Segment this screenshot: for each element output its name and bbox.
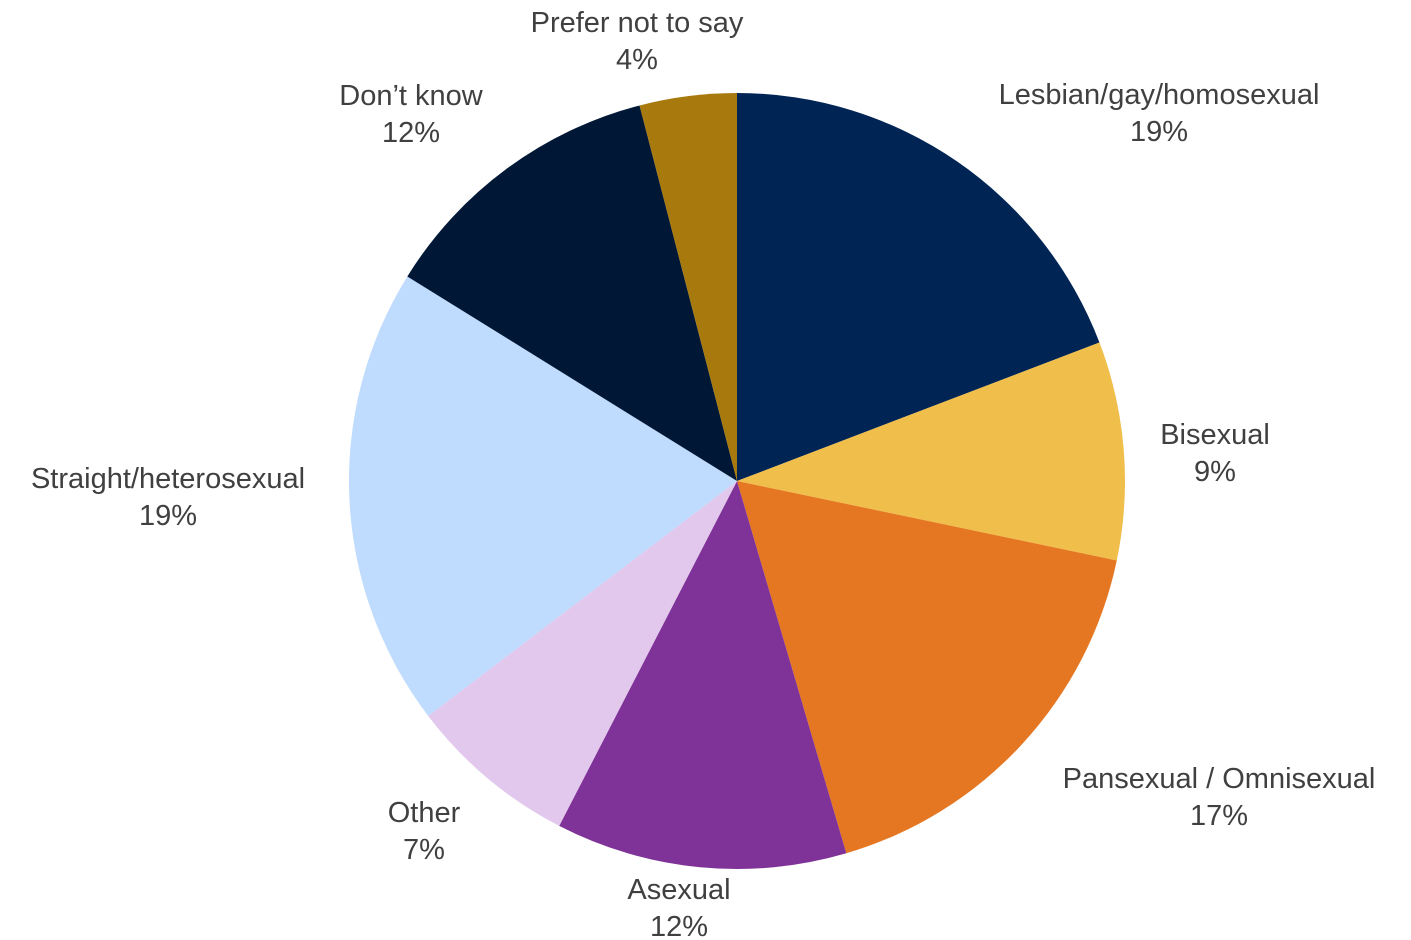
- pie-slice-asexual: [559, 481, 847, 869]
- slice-label: Straight/heterosexual 19%: [31, 463, 305, 532]
- slice-label: Pansexual / Omnisexual 17%: [1063, 763, 1376, 832]
- slice-label: Asexual 12%: [627, 874, 730, 940]
- pie-slice-lesbian-gay-homosexual: [737, 93, 1100, 481]
- slice-label: Other 7%: [388, 797, 461, 866]
- slice-label-value: 19%: [1130, 116, 1188, 148]
- slice-label-name: Pansexual / Omnisexual: [1063, 763, 1376, 795]
- pie-slice-pansexual-omnisexual: [737, 481, 1117, 854]
- slice-label-value: 19%: [139, 500, 197, 532]
- slice-label-name: Lesbian/gay/homosexual: [999, 79, 1320, 111]
- pie-slice-straight-heterosexual: [348, 276, 737, 716]
- pie-labels: Lesbian/gay/homosexual 19% Bisexual 9% Panse…: [31, 7, 1375, 940]
- slice-label: Don’t know 12%: [339, 80, 484, 149]
- pie-slice-prefer-not-to-say: [639, 93, 737, 481]
- slice-label-value: 17%: [1190, 800, 1248, 832]
- slice-label-value: 9%: [1194, 456, 1236, 488]
- slice-label-name: Asexual: [627, 874, 730, 906]
- slice-label-name: Prefer not to say: [531, 7, 744, 39]
- pie-slice-other: [428, 481, 737, 826]
- slice-label-value: 4%: [616, 44, 658, 76]
- slice-label-name: Bisexual: [1160, 419, 1270, 451]
- slice-label-name: Straight/heterosexual: [31, 463, 305, 495]
- slice-label-name: Other: [388, 797, 461, 829]
- slice-label: Prefer not to say 4%: [531, 7, 744, 76]
- pie-slice-bisexual: [737, 342, 1126, 561]
- slice-label-name: Don’t know: [339, 80, 484, 112]
- slice-label-value: 12%: [382, 117, 440, 149]
- pie-slice-don-t-know: [407, 105, 737, 481]
- pie-slices: [348, 93, 1126, 869]
- slice-label-value: 7%: [403, 834, 445, 866]
- slice-label: Lesbian/gay/homosexual 19%: [999, 79, 1320, 148]
- slice-label-value: 12%: [650, 911, 708, 940]
- slice-label: Bisexual 9%: [1160, 419, 1270, 488]
